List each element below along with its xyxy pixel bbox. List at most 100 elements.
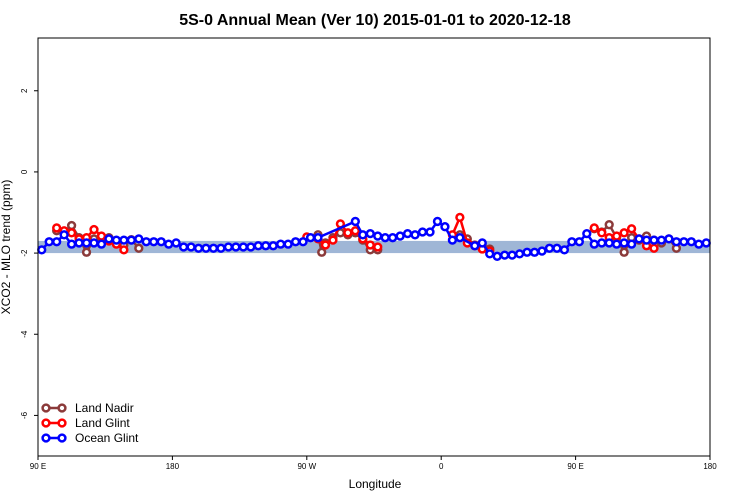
ocean-glint-point	[238, 242, 248, 252]
land-glint-point	[328, 235, 338, 245]
ocean-glint-point	[231, 242, 241, 252]
ocean-glint-point	[313, 233, 323, 243]
ocean-glint-point	[193, 243, 204, 253]
legend-swatch-marker	[41, 433, 51, 443]
ocean-glint-point	[81, 238, 92, 248]
x-tick-label: 90 E	[567, 462, 583, 471]
land-glint-point	[350, 226, 360, 236]
ocean-glint-point	[276, 239, 286, 249]
x-tick-label: 0	[439, 462, 444, 471]
ocean-glint-point	[634, 234, 644, 244]
ocean-glint-point	[447, 235, 458, 245]
x-tick-label: 90 E	[30, 462, 46, 471]
ocean-glint-point	[59, 230, 69, 240]
ocean-glint-point	[201, 243, 211, 253]
land-glint-point	[619, 228, 629, 238]
ocean-glint-point	[500, 250, 510, 260]
ocean-glint-point	[686, 237, 696, 247]
land-glint-point	[649, 243, 659, 253]
legend-item-ocean-glint: Ocean Glint	[41, 431, 139, 445]
ocean-glint-point	[305, 233, 316, 243]
land-glint-point	[66, 228, 77, 238]
land-nadir-point	[134, 243, 144, 253]
ocean-glint-point	[485, 249, 495, 259]
ocean-glint-point	[358, 230, 368, 240]
land-glint-point	[365, 240, 375, 250]
ocean-glint-point	[373, 231, 383, 241]
ocean-glint-point	[597, 238, 607, 248]
ocean-glint-point	[37, 245, 47, 255]
ocean-glint-point	[216, 243, 226, 253]
ocean-glint-point	[149, 237, 159, 247]
ocean-glint-point	[410, 230, 420, 240]
ocean-glint-point	[402, 228, 413, 239]
land-glint-point	[373, 242, 383, 252]
x-axis: 90 E 180 90 W 0 90 E 180	[30, 456, 717, 471]
land-glint-point	[119, 245, 129, 255]
ocean-glint-point	[507, 250, 517, 260]
ocean-glint-point	[126, 235, 136, 245]
ocean-glint-point	[514, 249, 525, 259]
ocean-glint-point	[694, 239, 704, 249]
x-axis-label: Longitude	[349, 477, 402, 491]
ocean-glint-point	[156, 237, 166, 247]
ocean-glint-point	[298, 237, 308, 247]
ocean-glint-point	[104, 234, 114, 244]
ocean-glint-point	[574, 237, 584, 247]
ocean-glint-point	[74, 238, 84, 248]
land-nadir-point	[317, 247, 327, 257]
ocean-glint-point	[604, 238, 614, 248]
land-glint-point	[626, 224, 637, 234]
ocean-glint-point	[380, 233, 390, 243]
ocean-glint-point	[559, 245, 570, 255]
ocean-glint-point	[425, 227, 435, 237]
y-tick-label: 2	[20, 88, 29, 93]
land-glint-point	[597, 228, 607, 238]
ocean-glint-point	[178, 242, 189, 252]
legend-label: Ocean Glint	[75, 431, 139, 445]
ocean-glint-point	[612, 239, 622, 249]
land-nadir-point	[81, 247, 92, 257]
land-glint-point	[52, 223, 62, 233]
ocean-glint-point	[89, 238, 99, 248]
land-glint-point	[320, 240, 331, 250]
land-glint-point	[96, 231, 107, 241]
land-glint-point	[343, 228, 353, 238]
ocean-glint-point	[619, 238, 629, 248]
legend-swatch-marker	[41, 403, 51, 413]
ocean-glint-point	[283, 239, 293, 249]
legend-swatch-marker	[57, 403, 67, 413]
ocean-glint-point	[656, 235, 667, 245]
ocean-glint-point	[440, 222, 450, 232]
ocean-glint-point	[290, 237, 301, 247]
legend-swatch-marker	[41, 418, 51, 428]
ocean-glint-point	[164, 239, 174, 249]
ocean-glint-point	[186, 242, 196, 252]
land-glint-point	[589, 223, 599, 233]
ocean-glint-point	[141, 237, 151, 247]
ocean-glint-point	[641, 235, 652, 245]
land-nadir-point	[619, 247, 629, 257]
ocean-glint-point	[529, 247, 540, 257]
ocean-glint-point	[268, 241, 278, 251]
ocean-glint-point	[626, 239, 637, 249]
ocean-glint-point	[470, 241, 480, 251]
ocean-glint-point	[66, 239, 77, 249]
y-tick-label: -4	[20, 330, 29, 338]
ocean-glint-point	[567, 237, 577, 247]
ocean-glint-point	[96, 239, 107, 249]
y-tick-label: 0	[20, 169, 29, 174]
ocean-glint-point	[589, 239, 599, 249]
ocean-glint-point	[171, 238, 181, 248]
ocean-glint-series	[37, 216, 711, 261]
legend-swatch-marker	[57, 418, 67, 428]
legend-label: Land Glint	[75, 416, 130, 430]
x-tick-label: 180	[703, 462, 717, 471]
ocean-glint-point	[664, 234, 674, 244]
ocean-glint-point	[134, 234, 144, 244]
x-tick-label: 90 W	[297, 462, 316, 471]
ocean-glint-point	[395, 231, 405, 241]
ocean-glint-point	[552, 243, 562, 253]
